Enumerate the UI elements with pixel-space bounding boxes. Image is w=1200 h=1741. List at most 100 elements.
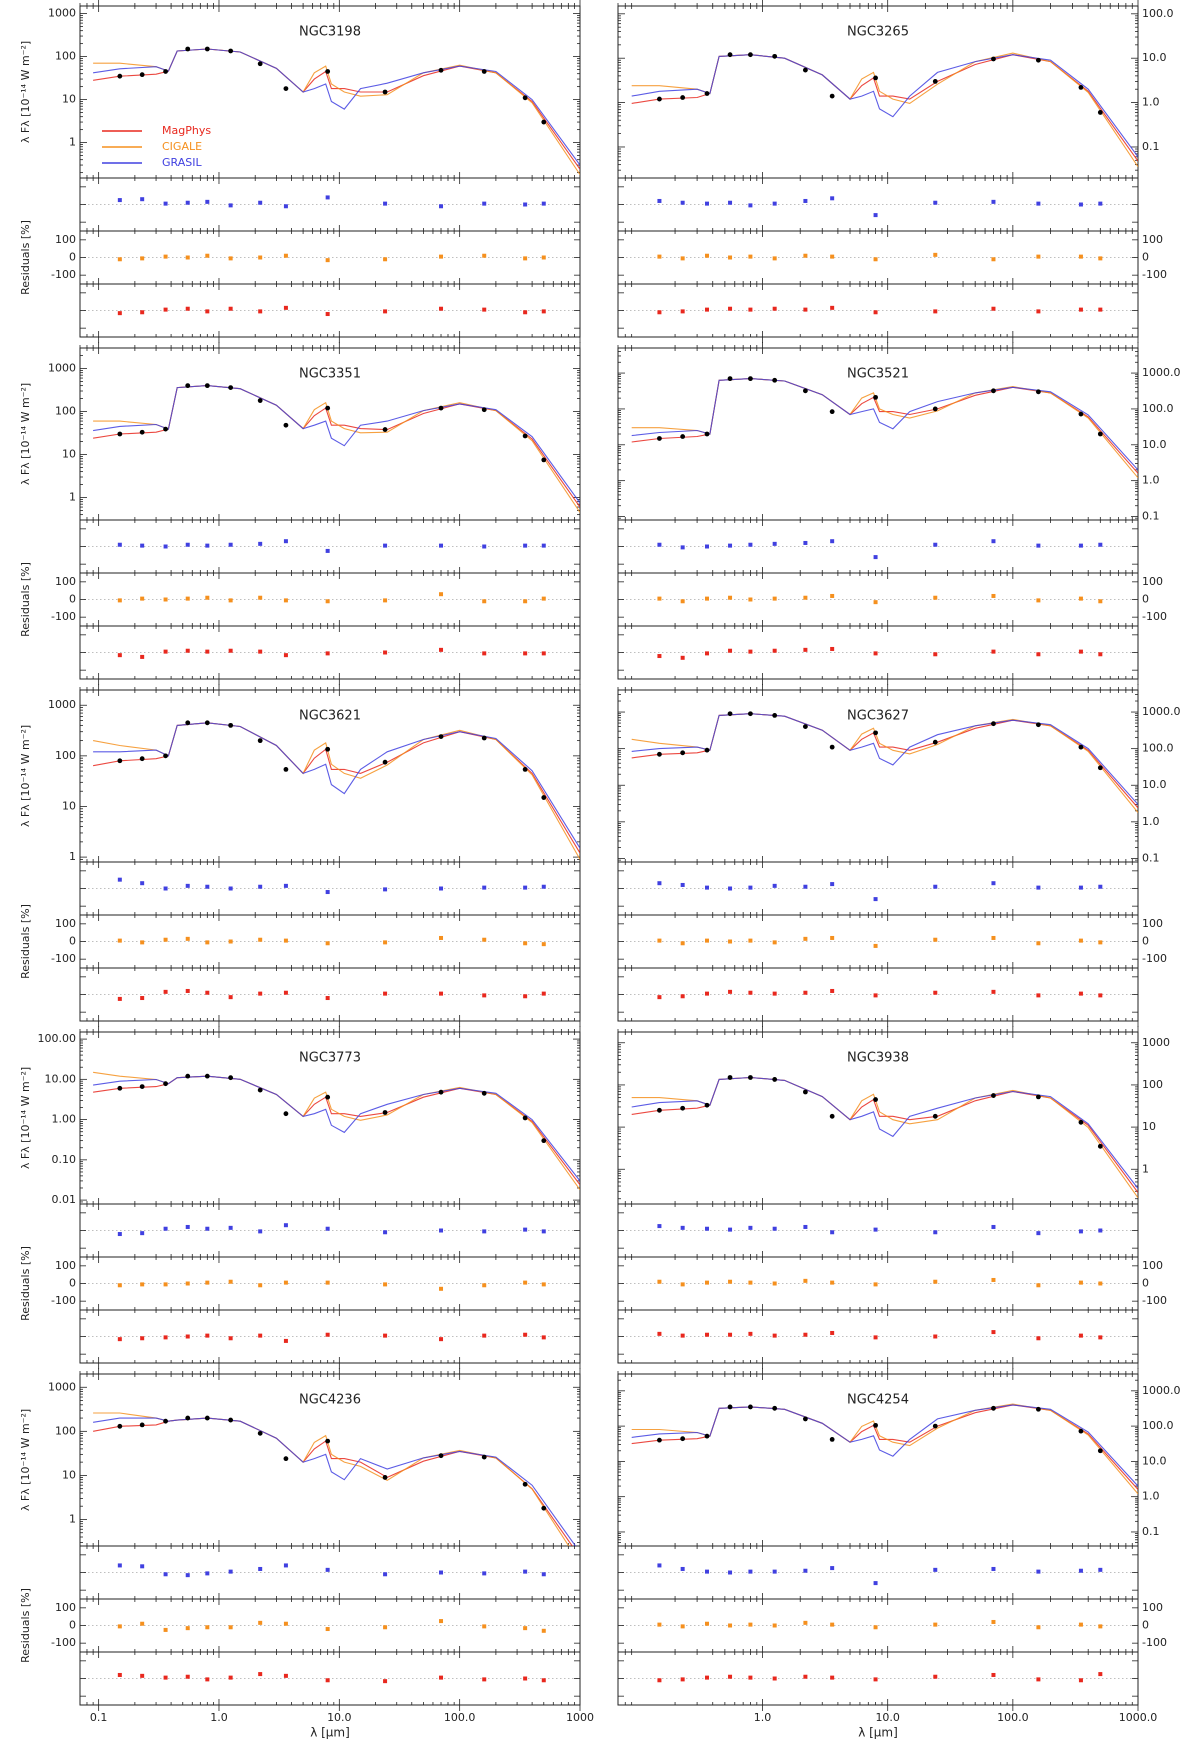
residual-point [1098,201,1103,206]
residual-point [657,938,662,943]
residual-point [185,988,190,993]
residual-point [933,542,938,547]
y-tick-label: 1000.0 [1142,366,1181,379]
panel-title: NGC3773 [299,1051,361,1066]
residual-point [1098,599,1103,604]
observed-point [163,753,168,759]
observed-point [802,1089,808,1095]
observed-point [163,1418,168,1424]
observed-point [185,720,191,726]
model-curve [631,378,1138,479]
residual-point [228,1625,233,1630]
x-tick-label: 1.0 [754,1711,772,1724]
x-tick-label: 1000 [566,1711,594,1724]
observed-point [185,383,191,389]
curves [631,52,1138,168]
y-tick-label: 1000 [48,1380,76,1393]
residual-point [1078,1229,1083,1234]
residual-point [228,256,233,261]
observed-point [283,1111,289,1117]
residual-axis-label: Residuals [%] [19,1588,32,1663]
model-curve [93,385,580,513]
observed-point [204,1415,210,1421]
observed-point [228,1417,234,1423]
y-axis-label: λ Fλ [10⁻¹⁴ W m⁻²] [19,41,32,143]
residual-point [205,199,210,204]
residual-point [482,253,487,258]
y-tick-label: 100.00 [38,1032,77,1045]
residual-point [258,884,263,889]
observed-point [727,376,733,382]
residual-point [439,935,444,940]
observed-point [163,426,168,432]
residual-tick-label: 0 [69,935,76,948]
residual-point [185,542,190,547]
residual-point [748,649,753,654]
x-tick-label: 100.0 [997,1711,1029,1724]
residual-tick-label: -100 [51,610,76,623]
panel-title: NGC3521 [847,367,909,382]
residual-point [140,596,145,601]
observed-point [204,720,210,726]
residual-point [439,204,444,209]
legend-label: GRASIL [162,156,202,169]
residual-point [772,940,777,945]
residual-tick-label: -100 [51,268,76,281]
residual-point [830,1230,835,1235]
observed-point [541,1505,547,1511]
panel: 0.1 1.0 10.0 100.0 NGC3265 100 0 -100 [617,0,1174,343]
observed-point [185,1415,191,1421]
residual-point [163,886,168,891]
residual-point [748,203,753,208]
residual-point [205,1280,210,1285]
residual-point [1078,202,1083,207]
residual-point [439,991,444,996]
residual-point [523,1626,528,1631]
residual-point [482,201,487,206]
y-tick-label: 1.0 [1142,815,1160,828]
residual-point [772,256,777,261]
observed-point [522,433,528,439]
residual-point [541,1628,546,1633]
residual-point [772,201,777,206]
residual-point [657,198,662,203]
residual-point [205,543,210,548]
y-tick-label: 10.00 [45,1072,77,1085]
residual-point [803,198,808,203]
residual-point [772,883,777,888]
x-tick-label: 100.0 [444,1711,476,1724]
residual-point [680,882,685,887]
residual-point [185,883,190,888]
residual-point [680,941,685,946]
residual-point [117,1624,122,1629]
y-tick-label: 10 [62,1468,76,1481]
residual-point [185,1573,190,1578]
observed-point [873,75,878,81]
residual-tick-label: 100 [55,1601,76,1614]
residual-point [258,1283,263,1288]
observed-point [802,388,808,394]
residual-point [163,1572,168,1577]
y-tick-label: 1 [69,850,76,863]
observed-point [257,398,263,403]
residual-point [541,1678,546,1683]
y-tick-label: 0.10 [52,1153,77,1166]
residual-point [523,599,528,604]
residual-axis-label: Residuals [%] [19,1246,32,1321]
residual-point [523,202,528,207]
residual-point [991,935,996,940]
observed-point [325,746,331,752]
observed-point [283,86,289,91]
residual-point [117,311,122,316]
residual-point [830,196,835,201]
residual-point [991,539,996,544]
residual-point [325,941,330,946]
observed-point [185,1073,191,1079]
residual-point [680,599,685,604]
residual-tick-label: 0 [69,251,76,264]
y-tick-label: 0.1 [1142,140,1160,153]
curves [93,1071,580,1191]
observed-point [438,1453,444,1459]
residual-point [258,595,263,600]
observed-point [139,1422,145,1428]
